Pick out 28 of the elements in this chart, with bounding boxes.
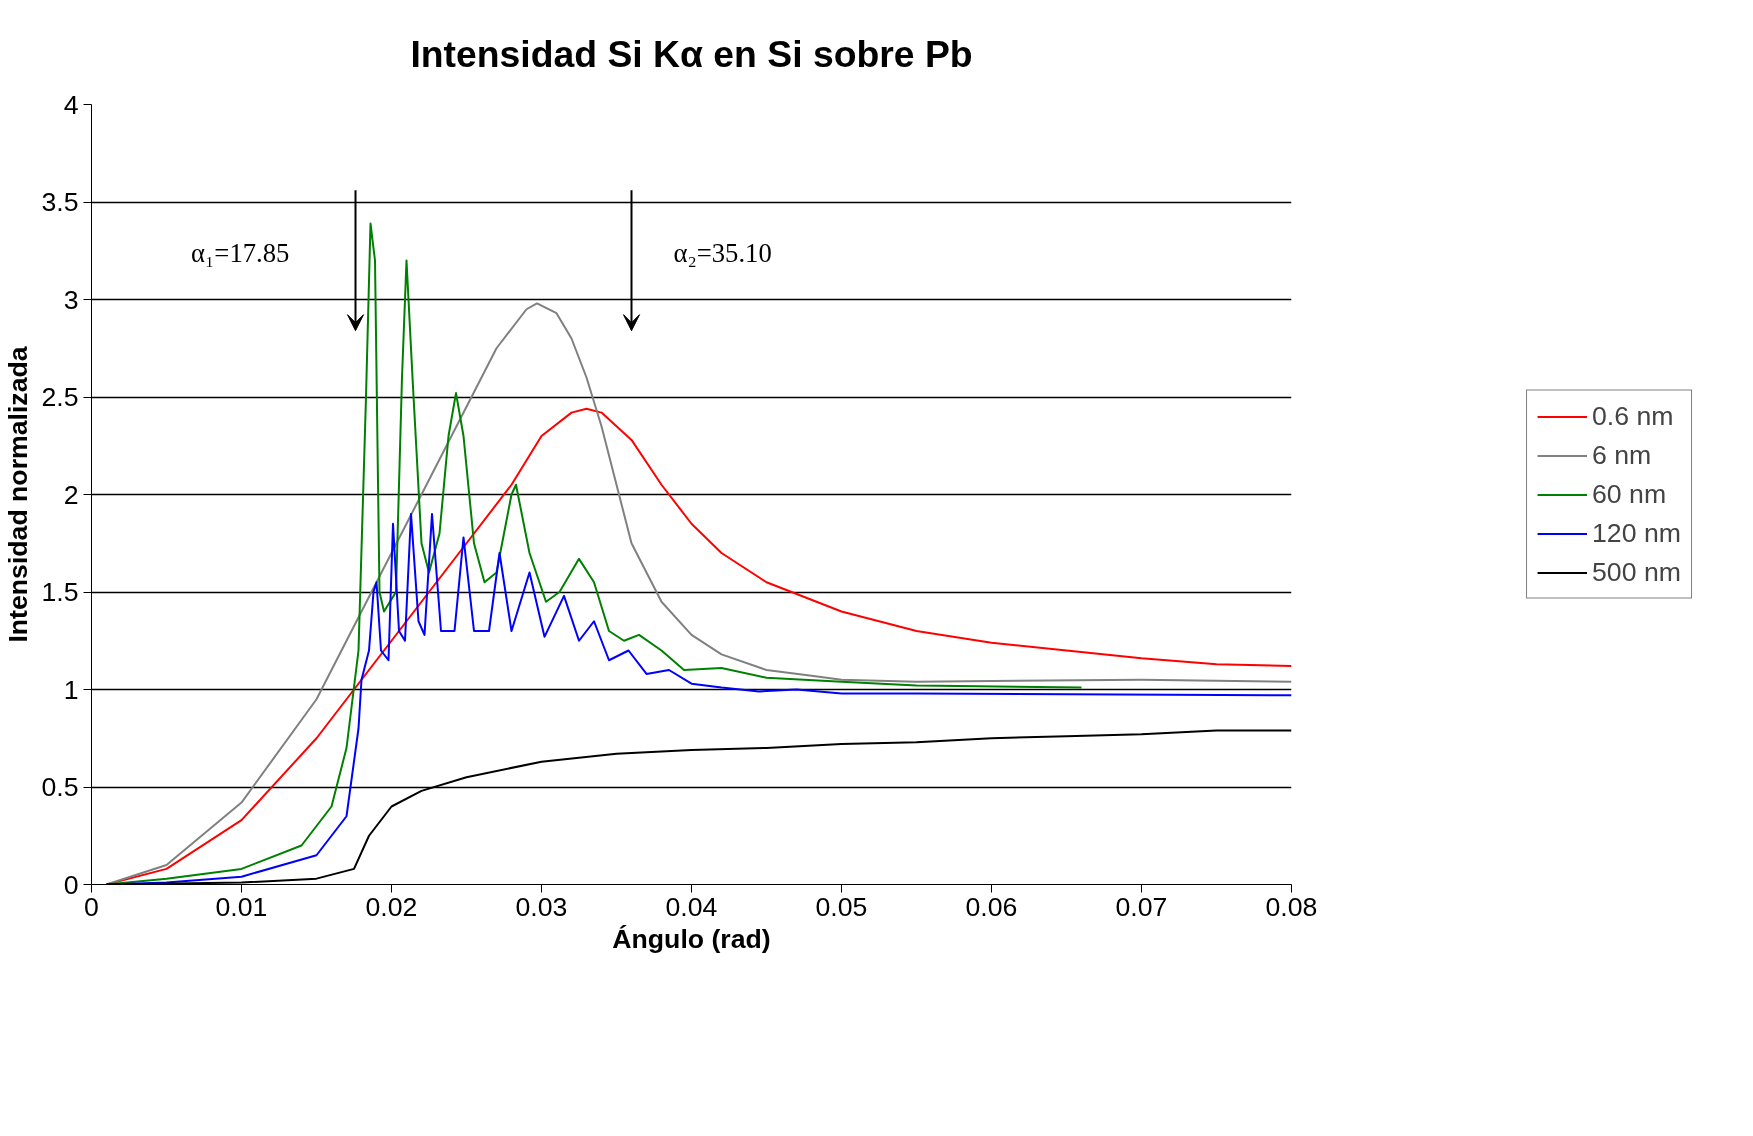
annotation: α₂=35.10 (673, 238, 772, 269)
y-axis-title: Intensidad normalizada (3, 346, 34, 643)
chart-title: Intensidad Si Kα en Si sobre Pb (410, 32, 973, 75)
x-tick-label: 0.04 (665, 891, 718, 922)
y-tick-label: 2.5 (41, 382, 79, 412)
y-tick-label: 3 (63, 284, 79, 315)
x-tick-label: 0.03 (515, 891, 568, 922)
y-tick-label: 1 (63, 674, 79, 705)
annotation: α₁=17.85 (191, 238, 290, 269)
legend-label: 0.6 nm (1592, 400, 1674, 432)
x-tick-label: 0.06 (965, 891, 1018, 922)
x-tick-label: 0.08 (1265, 891, 1318, 922)
legend-label: 120 nm (1592, 517, 1681, 549)
legend-label: 500 nm (1592, 556, 1681, 588)
x-tick-label: 0.07 (1115, 891, 1168, 922)
y-tick-label: 0 (63, 869, 79, 900)
x-axis-title: Ángulo (rad) (612, 923, 771, 954)
x-tick-label: 0 (84, 891, 99, 922)
y-tick-label: 4 (63, 89, 79, 120)
x-tick-label: 0.05 (815, 891, 868, 922)
y-tick-label: 1.5 (41, 577, 79, 607)
y-tick-label: 0.5 (41, 772, 79, 802)
x-tick-label: 0.01 (215, 891, 268, 922)
y-tick-label: 3.5 (41, 187, 79, 217)
legend-label: 60 nm (1592, 478, 1667, 510)
x-tick-label: 0.02 (365, 891, 418, 922)
legend-label: 6 nm (1592, 439, 1652, 471)
y-tick-label: 2 (63, 479, 79, 510)
